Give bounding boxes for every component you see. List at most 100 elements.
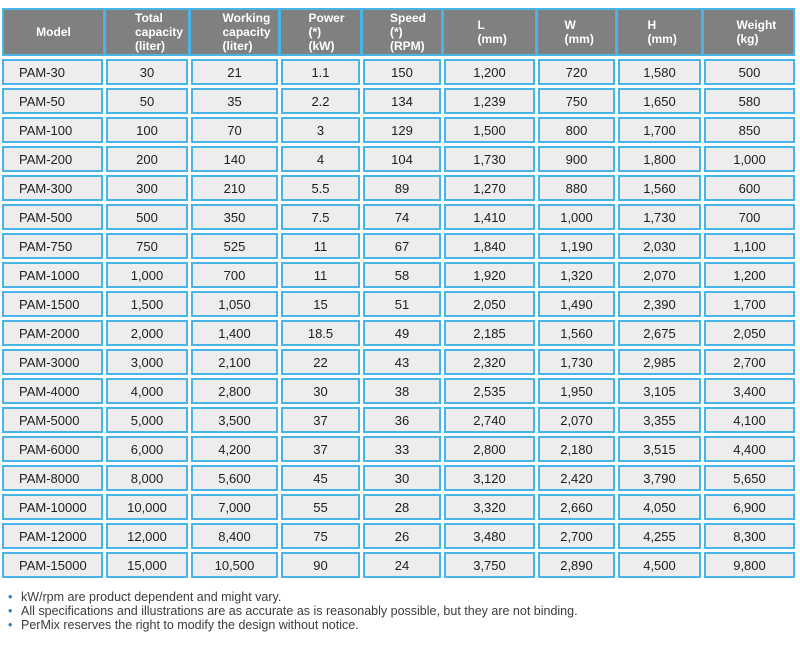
value-cell: 1,560 [538,320,615,346]
value-cell: 2,070 [538,407,615,433]
value-cell: 500 [704,59,795,85]
value-cell: 900 [538,146,615,172]
value-cell: 600 [704,175,795,201]
value-cell: 2,740 [444,407,535,433]
value-cell: 1.1 [281,59,360,85]
value-cell: 1,400 [191,320,278,346]
model-cell: PAM-2000 [2,320,103,346]
value-cell: 2,070 [618,262,701,288]
value-cell: 129 [363,117,441,143]
value-cell: 2,185 [444,320,535,346]
table-row: PAM-12000 12,000 8,400 75 26 3,480 2,700 4,255 8… [2,523,795,549]
value-cell: 1,800 [618,146,701,172]
table-row: PAM-6000 6,000 4,200 37 33 2,800 2,180 3,515 4,4… [2,436,795,462]
value-cell: 35 [191,88,278,114]
value-cell: 3,320 [444,494,535,520]
footnotes: kW/rpm are product dependent and might v… [8,590,800,632]
table-row: PAM-5000 5,000 3,500 37 36 2,740 2,070 3,355 4,1… [2,407,795,433]
value-cell: 6,000 [106,436,188,462]
value-cell: 3,515 [618,436,701,462]
value-cell: 2,985 [618,349,701,375]
value-cell: 350 [191,204,278,230]
value-cell: 3,000 [106,349,188,375]
value-cell: 2,675 [618,320,701,346]
value-cell: 525 [191,233,278,259]
value-cell: 1,500 [444,117,535,143]
header-width: W (mm) [538,8,615,56]
model-cell: PAM-30 [2,59,103,85]
value-cell: 5,000 [106,407,188,433]
value-cell: 8,400 [191,523,278,549]
value-cell: 800 [538,117,615,143]
value-cell: 140 [191,146,278,172]
header-speed: Speed (*) (RPM) [363,8,441,56]
value-cell: 1,730 [444,146,535,172]
header-label: H (mm) [647,18,677,46]
value-cell: 58 [363,262,441,288]
table-row: PAM-1500 1,500 1,050 15 51 2,050 1,490 2,390 1,7… [2,291,795,317]
header-height: H (mm) [618,8,701,56]
header-label: Power (*) (kW) [308,11,345,53]
value-cell: 4,400 [704,436,795,462]
value-cell: 10,000 [106,494,188,520]
value-cell: 4,200 [191,436,278,462]
value-cell: 100 [106,117,188,143]
value-cell: 1,410 [444,204,535,230]
table-body: PAM-30 30 21 1.1 150 1,200 720 1,580 500 PAM-50 50… [2,59,795,578]
table-row: PAM-10000 10,000 7,000 55 28 3,320 2,660 4,050 6… [2,494,795,520]
table-row: PAM-1000 1,000 700 11 58 1,920 1,320 2,070 1,200 [2,262,795,288]
value-cell: 70 [191,117,278,143]
header-label: Weight (kg) [736,18,777,46]
value-cell: 1,650 [618,88,701,114]
value-cell: 3 [281,117,360,143]
value-cell: 2,700 [704,349,795,375]
value-cell: 3,750 [444,552,535,578]
value-cell: 7,000 [191,494,278,520]
value-cell: 1,200 [704,262,795,288]
value-cell: 1,000 [704,146,795,172]
value-cell: 1,000 [538,204,615,230]
header-model: Model [2,8,103,56]
value-cell: 10,500 [191,552,278,578]
value-cell: 1,500 [106,291,188,317]
value-cell: 880 [538,175,615,201]
value-cell: 9,800 [704,552,795,578]
value-cell: 3,400 [704,378,795,404]
value-cell: 1,190 [538,233,615,259]
value-cell: 2,000 [106,320,188,346]
value-cell: 89 [363,175,441,201]
value-cell: 15,000 [106,552,188,578]
value-cell: 30 [281,378,360,404]
footnote: PerMix reserves the right to modify the … [8,618,800,632]
model-cell: PAM-1000 [2,262,103,288]
value-cell: 1,700 [618,117,701,143]
value-cell: 74 [363,204,441,230]
value-cell: 1,490 [538,291,615,317]
value-cell: 2,030 [618,233,701,259]
value-cell: 2.2 [281,88,360,114]
value-cell: 3,355 [618,407,701,433]
value-cell: 37 [281,436,360,462]
value-cell: 5,600 [191,465,278,491]
value-cell: 200 [106,146,188,172]
value-cell: 37 [281,407,360,433]
model-cell: PAM-50 [2,88,103,114]
value-cell: 720 [538,59,615,85]
value-cell: 51 [363,291,441,317]
value-cell: 2,800 [444,436,535,462]
model-cell: PAM-750 [2,233,103,259]
value-cell: 2,660 [538,494,615,520]
value-cell: 850 [704,117,795,143]
value-cell: 33 [363,436,441,462]
header-weight: Weight (kg) [704,8,795,56]
value-cell: 2,420 [538,465,615,491]
value-cell: 3,790 [618,465,701,491]
header-power: Power (*) (kW) [281,8,360,56]
model-cell: PAM-8000 [2,465,103,491]
value-cell: 1,200 [444,59,535,85]
value-cell: 3,480 [444,523,535,549]
value-cell: 2,390 [618,291,701,317]
value-cell: 2,050 [444,291,535,317]
value-cell: 1,560 [618,175,701,201]
